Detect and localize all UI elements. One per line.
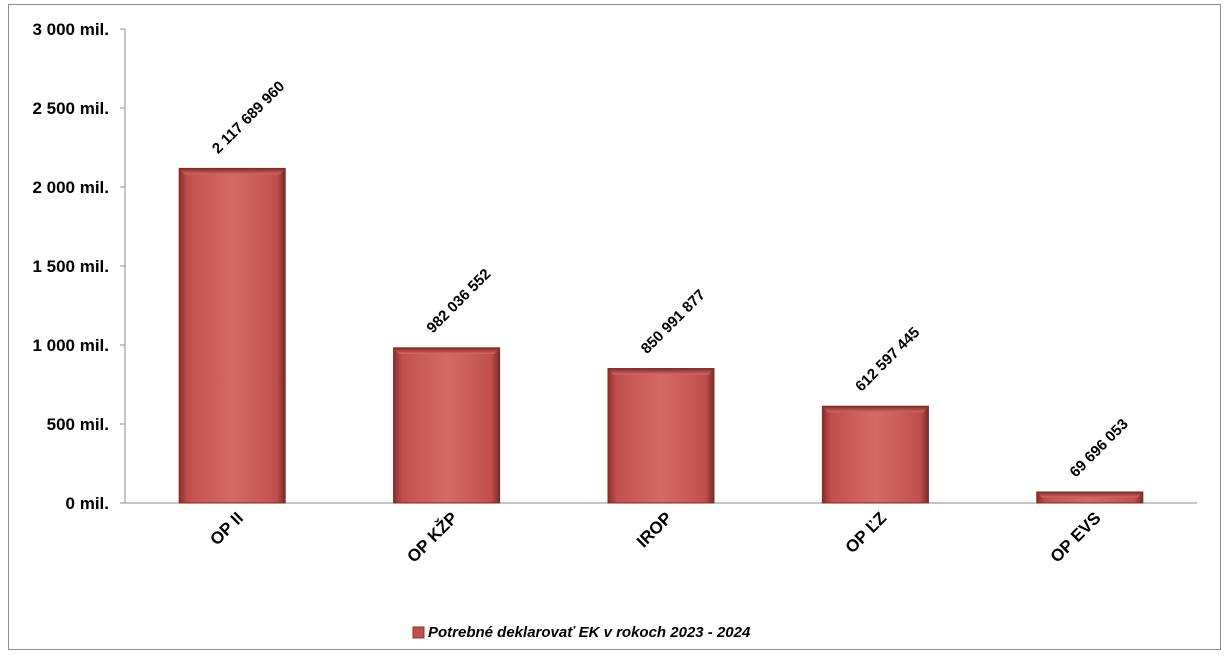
bar — [821, 405, 929, 504]
x-tick-label: IROP — [633, 508, 676, 551]
bar-bevel — [1036, 491, 1143, 498]
bar-bevel — [179, 168, 286, 175]
data-label: 850 991 877 — [638, 286, 709, 357]
y-tick-label: 2 000 mil. — [32, 178, 109, 197]
bar — [393, 347, 501, 504]
y-tick-label: 500 mil. — [47, 415, 109, 434]
legend: Potrebné deklarovať EK v rokoch 2023 - 2… — [412, 624, 751, 641]
bar-bevel — [608, 368, 714, 375]
y-tick-label: 3 000 mil. — [32, 20, 109, 39]
data-label: 2 117 689 960 — [209, 78, 288, 157]
bar-bevel — [822, 406, 929, 413]
bar-bevel — [393, 347, 500, 354]
bar — [178, 167, 286, 504]
y-tick-label: 1 500 mil. — [32, 257, 109, 276]
y-tick-label: 2 500 mil. — [32, 99, 109, 118]
data-label: 69 696 053 — [1067, 416, 1132, 481]
legend-label: Potrebné deklarovať EK v rokoch 2023 - 2… — [428, 624, 751, 641]
bars — [178, 167, 1144, 504]
data-label: 982 036 552 — [423, 266, 494, 337]
x-tick-label: OP ĽZ — [842, 508, 891, 557]
y-tick-label: 1 000 mil. — [32, 336, 109, 355]
chart-frame: 0 mil. 500 mil. 1 000 mil. 1 500 mil. 2 000 … — [8, 4, 1221, 650]
y-axis: 0 mil. 500 mil. 1 000 mil. 1 500 mil. 2 000 … — [32, 20, 126, 513]
x-tick-labels: OP II OP KŽP IROP OP ĽZ OP EVS — [206, 508, 1104, 566]
x-tick-label: OP KŽP — [403, 508, 461, 566]
x-tick-label: OP EVS — [1047, 508, 1105, 566]
data-label: 612 597 445 — [852, 324, 923, 395]
x-tick-label: OP II — [206, 508, 247, 549]
y-tick-label: 0 mil. — [66, 494, 109, 513]
bar-chart: 0 mil. 500 mil. 1 000 mil. 1 500 mil. 2 000 … — [32, 20, 1197, 641]
legend-swatch — [412, 626, 425, 639]
bar — [607, 368, 715, 504]
